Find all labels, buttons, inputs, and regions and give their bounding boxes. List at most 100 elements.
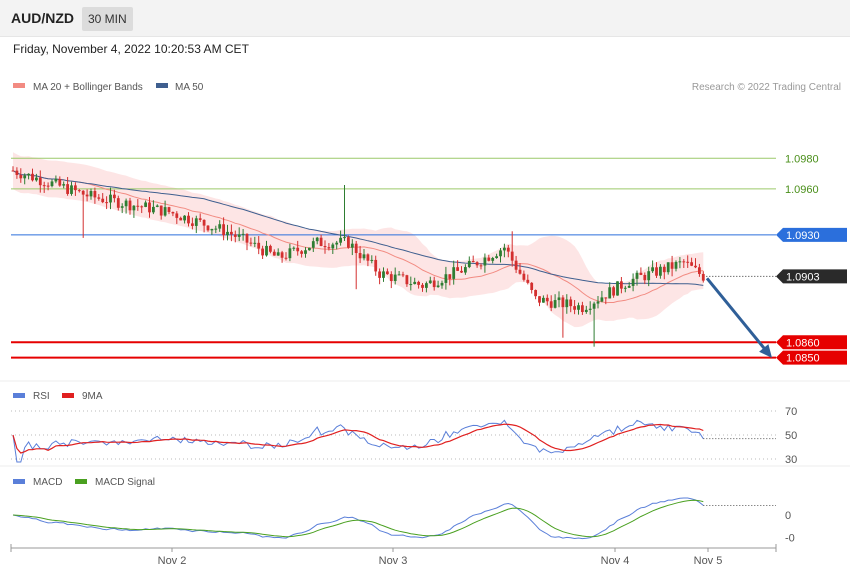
candle <box>674 260 678 272</box>
candle-body <box>198 218 202 220</box>
candle <box>109 187 112 210</box>
candle <box>354 240 358 290</box>
candle <box>370 255 374 264</box>
symbol-title: AUD/NZD <box>11 10 74 26</box>
candle-body <box>265 245 268 256</box>
candle <box>265 240 268 257</box>
macd-line <box>12 497 704 540</box>
candle-body <box>584 309 588 313</box>
candle <box>152 200 155 215</box>
candle-body <box>456 267 459 271</box>
current-price-tag <box>776 269 847 284</box>
x-tick-label: Nov 2 <box>158 555 187 567</box>
candle-body <box>288 248 292 259</box>
candle <box>662 264 666 280</box>
candle-body <box>413 281 417 285</box>
legend-macd-signal-label: MACD Signal <box>95 477 155 488</box>
candle <box>584 305 588 314</box>
candle <box>698 263 701 277</box>
candle-body <box>569 299 573 307</box>
candle <box>592 301 596 347</box>
legend-rsi-label: RSI <box>33 391 50 402</box>
candle <box>226 224 229 241</box>
rsi-tick-label: 70 <box>785 406 797 418</box>
candle-body <box>77 190 81 192</box>
candle <box>132 205 136 218</box>
candle-body <box>304 250 307 254</box>
candle-body <box>358 253 362 259</box>
candle <box>389 271 393 289</box>
candle-body <box>374 259 378 272</box>
candle-body <box>226 231 229 236</box>
candle-body <box>557 297 561 301</box>
candle-body <box>565 299 569 308</box>
candle <box>198 213 202 222</box>
candle-body <box>581 305 584 313</box>
candle-body <box>561 297 565 308</box>
candle <box>327 243 331 251</box>
candle-body <box>428 280 432 284</box>
candle <box>428 276 432 284</box>
candle <box>417 280 420 289</box>
candle-body <box>530 282 534 291</box>
candle <box>62 181 66 189</box>
candle-body <box>175 213 179 218</box>
candle-body <box>417 281 420 285</box>
candle <box>534 289 537 300</box>
candle-body <box>647 271 651 281</box>
candle-body <box>440 282 444 286</box>
candle-body <box>467 261 471 268</box>
candle-body <box>616 281 619 296</box>
level-label: 1.0930 <box>786 230 820 242</box>
candle <box>378 268 381 285</box>
candle-body <box>54 178 58 182</box>
candle <box>690 257 693 267</box>
candle <box>140 205 144 214</box>
candle <box>113 189 116 203</box>
candle <box>136 199 140 211</box>
candle <box>233 230 237 243</box>
candle-body <box>635 272 639 279</box>
legend-macd-label: MACD <box>33 477 62 488</box>
candle-body <box>331 244 335 249</box>
candle-body <box>588 308 592 310</box>
macd-panel: MACD MACD Signal 0 -0 <box>12 477 795 545</box>
candle <box>155 204 159 208</box>
candle <box>686 255 690 268</box>
candle <box>15 167 19 179</box>
timeframe-button[interactable]: 30 MIN <box>82 7 133 31</box>
candle-body <box>62 184 66 186</box>
ma20-line <box>12 170 704 304</box>
forecast-arrow-head <box>759 344 772 358</box>
candle-body <box>545 297 549 302</box>
candle <box>471 255 475 263</box>
candle-body <box>573 306 576 310</box>
candle-body <box>319 237 323 246</box>
macd-signal-line <box>12 499 704 538</box>
candle-body <box>144 202 147 207</box>
candle-body <box>311 241 315 248</box>
candle <box>374 255 378 276</box>
macd-tick-label: 0 <box>785 510 791 522</box>
x-axis: Nov 2 Nov 3 Nov 4 Nov 5 <box>10 544 777 567</box>
candle <box>120 203 124 214</box>
candle-body <box>604 297 608 299</box>
candle <box>179 216 183 221</box>
candle <box>553 294 557 309</box>
legend-ma50-swatch <box>156 83 168 88</box>
candle <box>538 296 541 307</box>
candle-body <box>241 233 245 235</box>
candle-body <box>350 243 354 248</box>
candle <box>315 236 319 245</box>
candle <box>565 294 569 314</box>
header-bar: AUD/NZD 30 MIN <box>0 0 850 37</box>
candle-body <box>596 301 600 304</box>
level-label: 1.0860 <box>786 337 820 349</box>
candle <box>464 264 467 275</box>
candle <box>194 215 198 234</box>
candle-body <box>448 274 452 279</box>
candle <box>339 230 342 246</box>
candle-body <box>284 257 288 259</box>
candle <box>27 173 30 180</box>
candle-body <box>643 274 647 281</box>
